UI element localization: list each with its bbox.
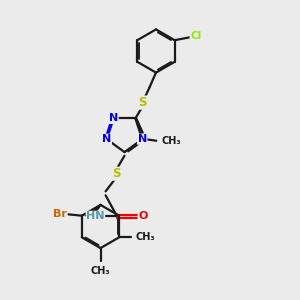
- Text: O: O: [138, 211, 148, 221]
- Text: methyl: methyl: [161, 140, 167, 141]
- Text: CH₃: CH₃: [162, 136, 181, 146]
- Text: N: N: [102, 134, 111, 144]
- Text: Cl: Cl: [190, 31, 201, 41]
- Text: HN: HN: [86, 211, 105, 221]
- Text: CH₃: CH₃: [136, 232, 155, 242]
- Text: Br: Br: [53, 209, 67, 219]
- Text: N: N: [138, 134, 147, 144]
- Text: N: N: [109, 113, 118, 124]
- Text: S: S: [138, 96, 147, 109]
- Text: S: S: [112, 167, 120, 180]
- Text: CH₃: CH₃: [91, 266, 110, 275]
